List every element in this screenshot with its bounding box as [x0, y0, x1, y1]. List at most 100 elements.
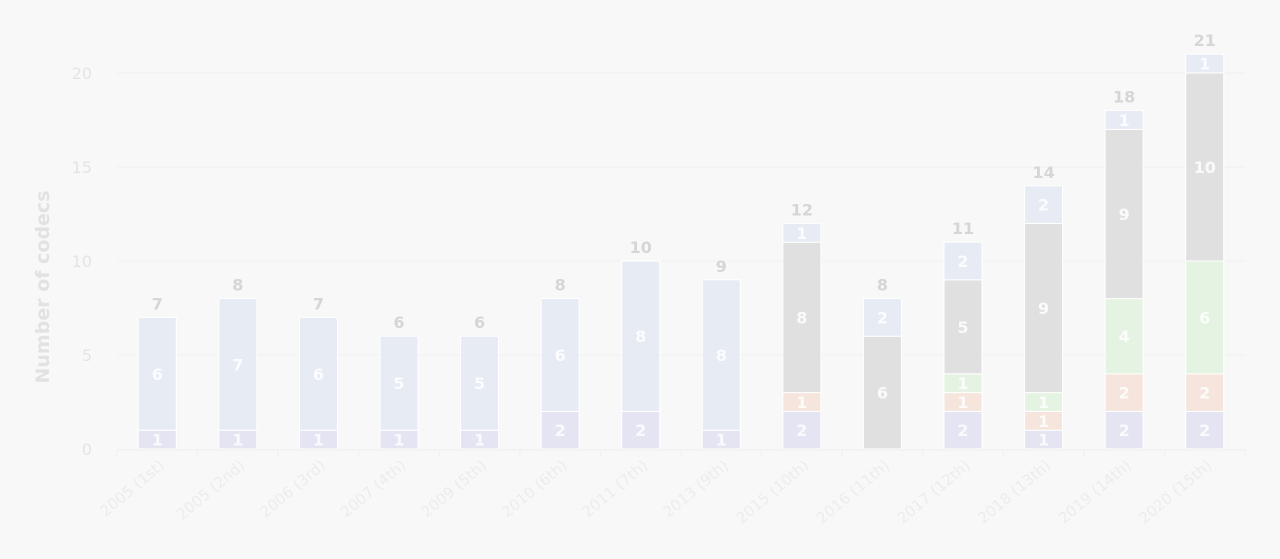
- x-tick-label: 2006 (3rd): [256, 456, 329, 521]
- bar-total-label: 7: [313, 294, 324, 313]
- segment-value-label: 8: [716, 346, 727, 365]
- bar-segment: [1104, 298, 1144, 375]
- bar-segment: [1104, 110, 1144, 130]
- x-tick-label: 2005 (2nd): [173, 456, 248, 523]
- segment-value-label: 4: [1119, 327, 1130, 346]
- y-tick-label: 10: [72, 252, 92, 271]
- segment-value-label: 5: [393, 374, 404, 393]
- segment-value-label: 8: [796, 308, 807, 327]
- segment-value-label: 1: [313, 431, 324, 450]
- x-tick-label: 2020 (15th): [1135, 456, 1215, 527]
- bar-segment: [1185, 410, 1225, 450]
- x-tick-label: 2018 (13th): [974, 456, 1054, 527]
- bar-total-label: 10: [630, 238, 652, 257]
- bar-total-label: 8: [555, 276, 566, 295]
- x-tick-label: 2013 (9th): [659, 456, 732, 521]
- bar-segment: [460, 335, 500, 431]
- x-tick-label: 2005 (1st): [97, 456, 168, 520]
- y-axis: 0 5 10 15 20: [72, 64, 92, 459]
- segment-value-label: 5: [474, 374, 485, 393]
- segment-value-label: 1: [474, 431, 485, 450]
- bar-segment: [782, 222, 822, 243]
- bar-total-label: 8: [877, 276, 888, 295]
- bar-total-label: 7: [152, 294, 163, 313]
- y-tick-label: 0: [82, 440, 92, 459]
- segment-value-label: 6: [1199, 308, 1210, 327]
- segment-value-label: 1: [957, 393, 968, 412]
- segment-value-label: 2: [1038, 196, 1049, 215]
- bar-total-label: 18: [1113, 88, 1135, 107]
- bar-total-label: 12: [791, 200, 813, 219]
- bar-segment: [701, 279, 741, 431]
- segment-value-label: 1: [1119, 111, 1130, 130]
- x-tick-label: 2011 (7th): [579, 456, 652, 521]
- bar-segment: [1024, 185, 1064, 224]
- segment-value-label: 2: [877, 308, 888, 327]
- bar-segment: [782, 241, 822, 394]
- bar-total-label: 21: [1194, 31, 1216, 50]
- segment-value-label: 1: [393, 431, 404, 450]
- bar-segment: [379, 335, 419, 431]
- segment-value-label: 2: [1119, 421, 1130, 440]
- gridlines: [117, 72, 1245, 451]
- segment-value-label: 1: [796, 393, 807, 412]
- x-tick-label: 2007 (4th): [337, 456, 410, 521]
- y-tick-label: 15: [72, 158, 92, 177]
- x-tick-label: 2010 (6th): [498, 456, 571, 521]
- bar-segment: [1185, 53, 1225, 74]
- bar-segment: [621, 410, 661, 450]
- segment-value-label: 1: [1038, 412, 1049, 431]
- bar-segment: [137, 316, 177, 431]
- segment-value-label: 2: [957, 421, 968, 440]
- segment-value-label: 1: [1038, 393, 1049, 412]
- y-tick-label: 20: [72, 64, 92, 83]
- segment-value-label: 6: [555, 346, 566, 365]
- bar-total-label: 9: [716, 257, 727, 276]
- segment-value-label: 1: [796, 224, 807, 243]
- y-axis-label: Number of codecs: [32, 190, 54, 383]
- segment-value-label: 6: [152, 365, 163, 384]
- segment-value-label: 5: [957, 318, 968, 337]
- bar-segment: [862, 335, 902, 450]
- bar-total-label: 6: [393, 313, 404, 332]
- segment-value-label: 9: [1038, 299, 1049, 318]
- segment-value-label: 1: [152, 431, 163, 450]
- bar-total-label: 8: [232, 276, 243, 295]
- segment-value-label: 1: [716, 431, 727, 450]
- segment-value-label: 10: [1194, 158, 1216, 177]
- segment-value-label: 2: [957, 252, 968, 271]
- x-tick-label: 2019 (14th): [1055, 456, 1135, 527]
- bar-segment: [1185, 72, 1225, 262]
- bar-segment: [943, 241, 983, 281]
- segment-value-label: 2: [635, 421, 646, 440]
- bar-total-label: 14: [1032, 163, 1054, 182]
- segment-value-label: 2: [796, 421, 807, 440]
- bar-segment: [218, 298, 258, 431]
- segment-value-label: 8: [635, 327, 646, 346]
- x-tick-label: 2016 (11th): [813, 456, 893, 527]
- segment-value-label: 2: [1199, 421, 1210, 440]
- bar-segment: [1185, 373, 1225, 412]
- x-tick-label: 2017 (12th): [894, 456, 974, 527]
- bar-segment: [943, 279, 983, 375]
- segment-value-label: 6: [877, 384, 888, 403]
- bar-total-label: 11: [952, 219, 974, 238]
- y-tick-label: 5: [82, 346, 92, 365]
- bars: 1671781671561562682810189218112062821152…: [137, 31, 1225, 450]
- segment-value-label: 1: [1199, 55, 1210, 74]
- segment-value-label: 1: [1038, 431, 1049, 450]
- bar-segment: [540, 410, 580, 450]
- segment-value-label: 9: [1119, 205, 1130, 224]
- bar-segment: [1024, 222, 1064, 394]
- bar-total-label: 6: [474, 313, 485, 332]
- segment-value-label: 2: [555, 421, 566, 440]
- bar-segment: [540, 298, 580, 412]
- bar-segment: [1185, 260, 1225, 375]
- bar-segment: [1104, 410, 1144, 450]
- x-tick-label: 2009 (5th): [418, 456, 491, 521]
- segment-value-label: 6: [313, 365, 324, 384]
- segment-value-label: 2: [1119, 384, 1130, 403]
- x-axis: 2005 (1st) 2005 (2nd) 2006 (3rd) 2007 (4th)…: [97, 450, 1246, 527]
- bar-segment: [862, 298, 902, 337]
